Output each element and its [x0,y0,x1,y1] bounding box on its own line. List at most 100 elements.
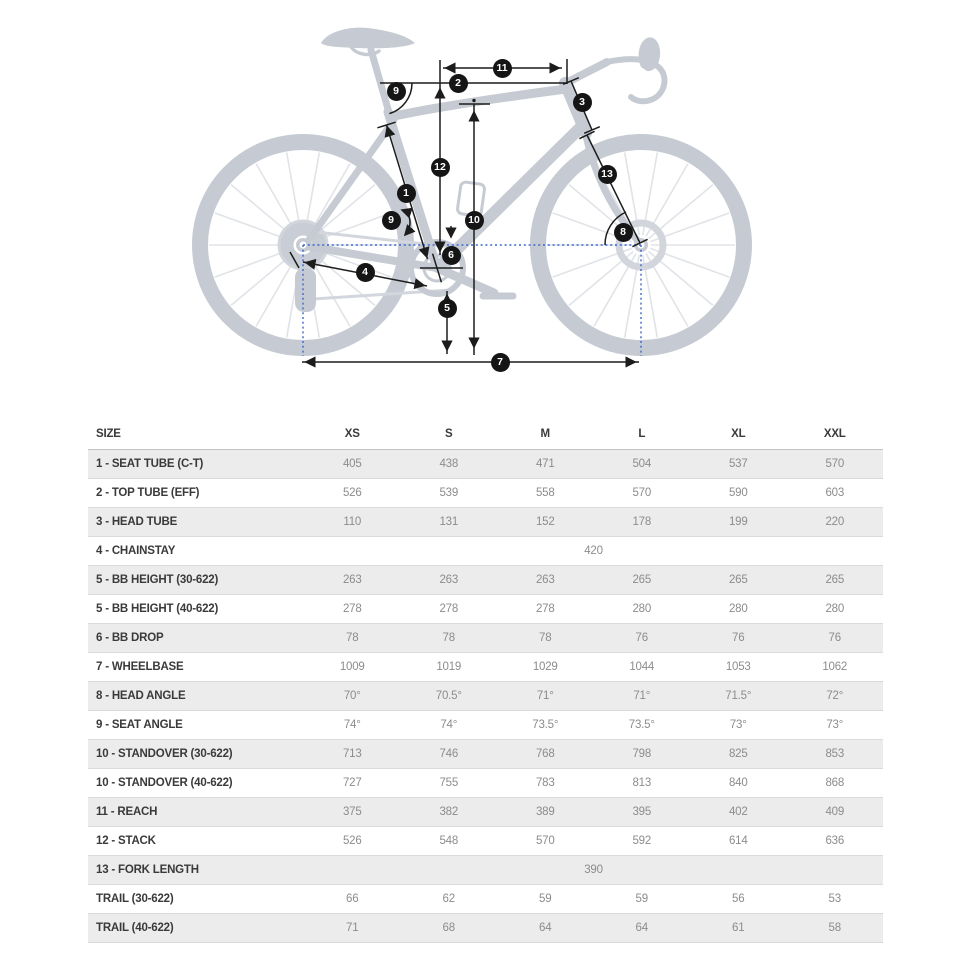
table-row: 12 - STACK 526 548 570 592 614 636 [88,827,883,856]
row-value: 438 [439,458,459,470]
row-value: 840 [728,777,748,789]
row-value: 395 [632,806,652,818]
row-label: 11 - REACH [96,806,158,818]
row-value: 61 [732,922,745,934]
chainstay-tube [302,242,441,272]
geometry-table-header: SIZE XS S M L XL XXL [88,419,883,450]
dim-fork [586,134,641,244]
row-value: 73° [826,719,844,731]
row-value: 56 [732,893,745,905]
row-value: 265 [632,574,652,586]
row-label: 4 - CHAINSTAY [96,545,176,557]
table-row: 9 - SEAT ANGLE 74° 74° 73.5° 73.5° 73° 73° [88,711,883,740]
row-value: 70.5° [435,690,462,702]
row-label: 10 - STANDOVER (40-622) [96,777,233,789]
row-value: 539 [439,487,459,499]
table-row: 2 - TOP TUBE (EFF) 526 539 558 570 590 603 [88,479,883,508]
row-label: 12 - STACK [96,835,156,847]
row-value: 199 [728,516,748,528]
row-value: 1029 [532,661,558,673]
row-value: 868 [825,777,845,789]
row-value: 1053 [725,661,751,673]
saddle-rails [349,45,381,57]
row-value: 70° [343,690,361,702]
saddle [321,27,415,49]
row-value: 278 [439,603,459,615]
dim-seat-angle-arc [389,82,413,115]
row-value: 78 [442,632,456,644]
row-value: 152 [535,516,555,528]
table-row: 5 - BB HEIGHT (40-622) 278 278 278 280 280 280 [88,595,883,624]
table-row: 6 - BB DROP 78 78 78 76 76 76 [88,624,883,653]
dim-marker-9b: 9 [381,210,401,230]
dim-marker-10: 10 [464,210,484,230]
col-header-size: SIZE [96,428,121,440]
table-row: 5 - BB HEIGHT (30-622) 263 263 263 265 265 265 [88,566,883,595]
row-value: 73.5° [628,719,655,731]
col-header-s: S [445,428,453,440]
row-value: 592 [632,835,652,847]
row-value: 71 [346,922,359,934]
row-value: 813 [632,777,652,789]
row-value: 526 [342,487,362,499]
dim-marker-13: 13 [597,164,617,184]
diagram-area: 1 2 3 4 5 6 7 8 9 9 10 11 12 13 [0,0,970,408]
row-value: 570 [535,835,555,847]
row-value: 375 [342,806,362,818]
row-value: 548 [439,835,459,847]
row-value: 71° [536,690,554,702]
row-value: 603 [825,487,845,499]
row-value: 265 [728,574,748,586]
row-value: 71.5° [725,690,752,702]
row-value: 71° [633,690,651,702]
row-value: 64 [635,922,649,934]
row-value: 278 [342,603,362,615]
row-span-value: 420 [584,545,603,557]
table-row: 11 - REACH 375 382 389 395 402 409 [88,798,883,827]
row-label: 2 - TOP TUBE (EFF) [96,487,200,499]
row-label: 1 - SEAT TUBE (C-T) [96,458,204,470]
row-value: 73.5° [532,719,559,731]
row-label: TRAIL (30-622) [96,893,174,905]
row-label: 3 - HEAD TUBE [96,516,178,528]
row-value: 537 [728,458,748,470]
row-value: 72° [826,690,844,702]
row-value: 76 [828,632,842,644]
row-label: 8 - HEAD ANGLE [96,690,186,702]
col-header-l: L [638,428,646,440]
row-value: 53 [828,893,842,905]
dim-marker-6: 6 [441,245,461,265]
row-value: 263 [535,574,555,586]
row-label: 5 - BB HEIGHT (30-622) [96,574,219,586]
row-value: 74° [343,719,361,731]
table-row: 13 - FORK LENGTH 390 [88,856,883,885]
row-value: 73° [729,719,747,731]
row-label: 9 - SEAT ANGLE [96,719,183,731]
row-span-value: 390 [584,864,603,876]
row-value: 755 [439,777,459,789]
seatstay-tube [302,116,398,248]
row-value: 263 [342,574,362,586]
front-rotor [615,219,667,271]
row-value: 178 [632,516,652,528]
row-value: 68 [442,922,456,934]
col-header-xl: XL [731,428,746,440]
row-value: 1019 [436,661,462,673]
row-label: 7 - WHEELBASE [96,661,184,673]
row-value: 263 [439,574,459,586]
row-value: 62 [442,893,456,905]
row-value: 78 [539,632,552,644]
row-value: 110 [343,516,362,528]
row-value: 558 [535,487,555,499]
dim-marker-8: 8 [613,222,633,242]
row-value: 570 [825,458,845,470]
row-value: 727 [342,777,362,789]
row-value: 402 [728,806,748,818]
row-value: 405 [342,458,362,470]
row-value: 746 [439,748,459,760]
handlebar-drop [604,56,668,105]
axle-guide-dotted [302,244,642,356]
top-tube [385,84,571,122]
row-value: 58 [828,922,842,934]
row-label: 5 - BB HEIGHT (40-622) [96,603,219,615]
